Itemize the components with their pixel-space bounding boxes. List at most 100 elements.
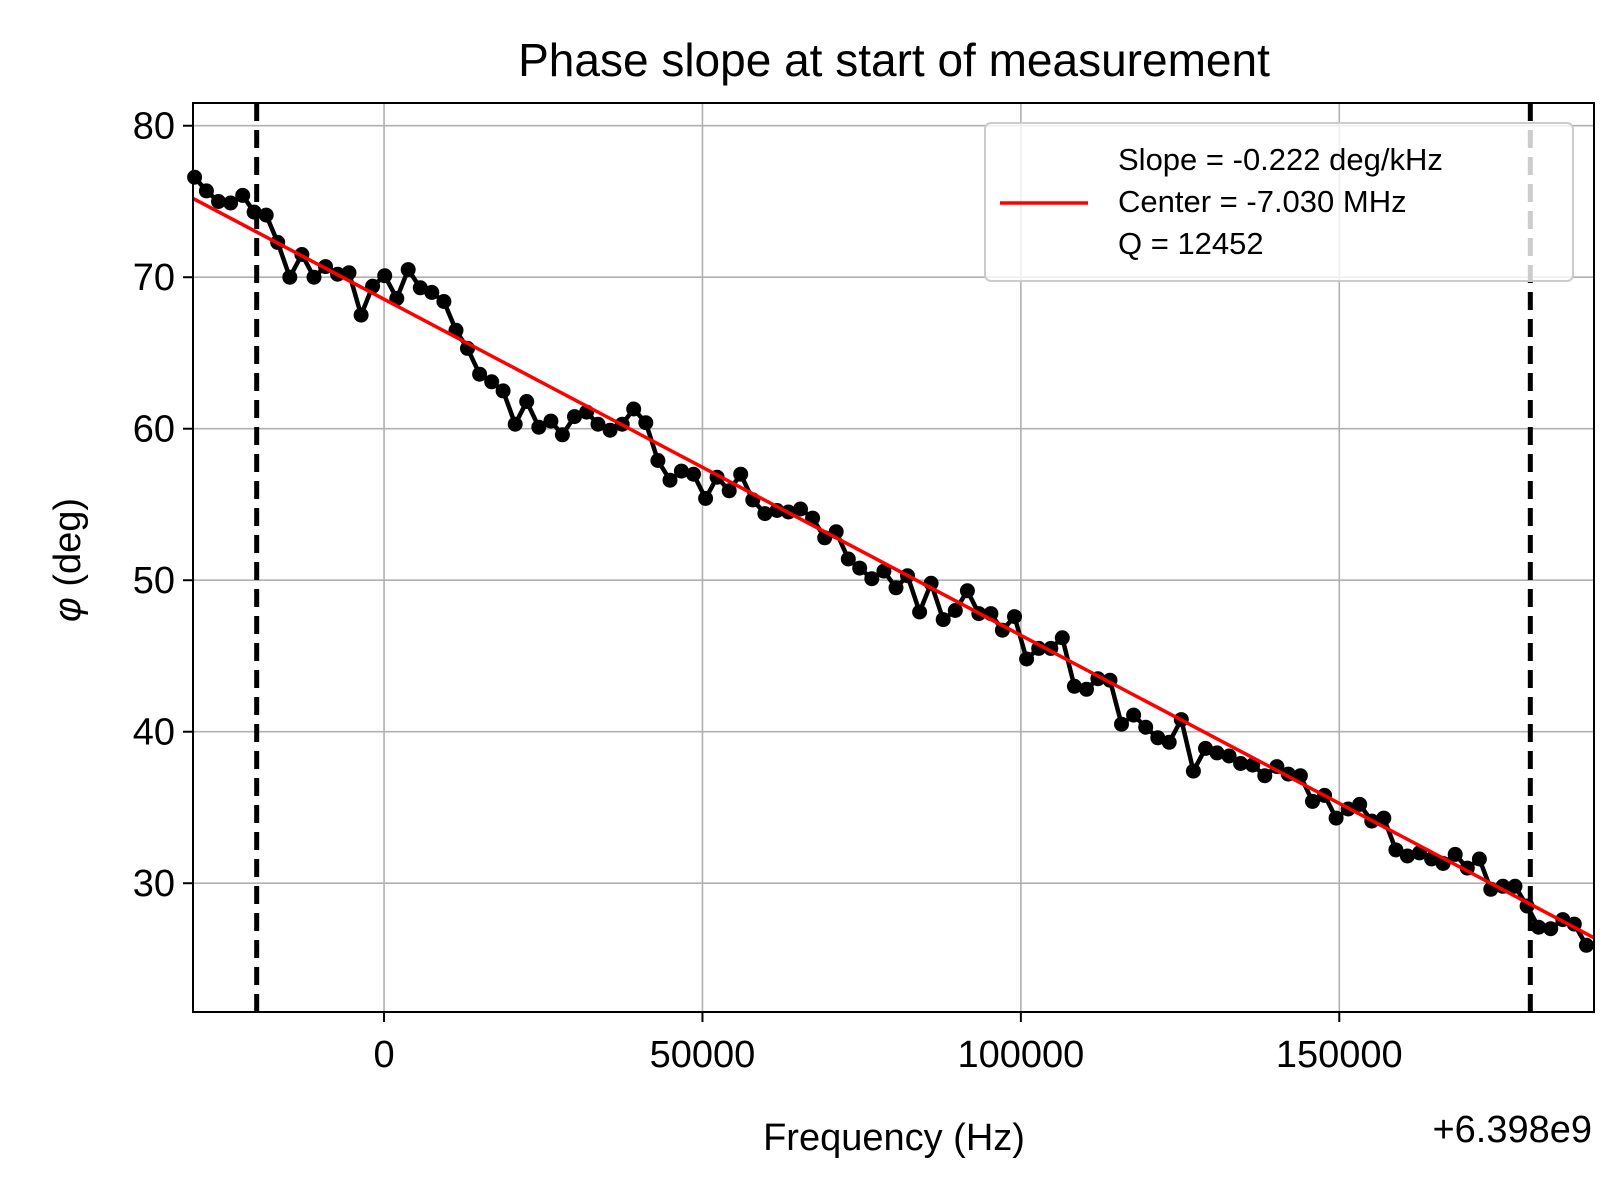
- data-point: [650, 453, 666, 468]
- data-point: [1138, 719, 1154, 735]
- data-point: [638, 415, 654, 431]
- data-point: [472, 366, 488, 382]
- data-point: [935, 612, 951, 628]
- data-point: [840, 551, 856, 567]
- data-point: [412, 280, 428, 296]
- y-tick-label: 70: [133, 257, 175, 299]
- data-point: [400, 262, 416, 278]
- data-point: [424, 284, 440, 300]
- plot-frame: [192, 102, 1595, 1013]
- data-point: [353, 307, 369, 323]
- data-point: [1054, 630, 1070, 646]
- data-point: [876, 563, 892, 579]
- data-point: [246, 204, 262, 220]
- data-point: [1447, 846, 1463, 862]
- data-point: [235, 187, 251, 203]
- data-point: [1150, 730, 1166, 746]
- y-tick-label: 30: [133, 863, 175, 905]
- y-tick-label: 50: [133, 560, 175, 602]
- legend-box: [984, 122, 1574, 282]
- data-point: [959, 583, 975, 599]
- data-point: [519, 394, 535, 409]
- data-point: [306, 269, 322, 285]
- data-point: [436, 294, 452, 309]
- data-point: [1399, 848, 1415, 864]
- y-axis-ticks: 30 40 50 60 70 80: [133, 106, 193, 905]
- data-point: [1114, 716, 1129, 732]
- data-point: [211, 194, 226, 209]
- data-point: [1578, 937, 1594, 953]
- data-point: [912, 604, 928, 620]
- data-point: [698, 490, 714, 506]
- data-point: [626, 401, 642, 417]
- data-point: [567, 409, 582, 425]
- data-point: [554, 427, 570, 443]
- x-tick-label: 50000: [650, 1034, 756, 1076]
- x-axis-label: Frequency (Hz): [763, 1117, 1025, 1159]
- x-tick-label: 150000: [1276, 1034, 1403, 1076]
- data-point: [1019, 651, 1035, 667]
- y-axis-symbol: φ: [47, 597, 89, 622]
- data-point: [662, 472, 678, 488]
- fit-line: [192, 196, 1595, 940]
- legend-slope-text: Slope = -0.222 deg/kHz: [1118, 142, 1443, 177]
- y-axis-label: φ (deg): [47, 498, 89, 622]
- data-point: [1328, 810, 1344, 826]
- data-point: [341, 265, 357, 281]
- legend: Slope = -0.222 deg/kHz Center = -7.030 M…: [984, 122, 1574, 282]
- data-point: [1209, 745, 1225, 761]
- data-point: [1185, 763, 1201, 779]
- data-point: [282, 269, 298, 285]
- data-point: [793, 501, 808, 517]
- x-offset-label: +6.398e9: [1432, 1109, 1592, 1151]
- data-point: [507, 416, 523, 432]
- data-point: [1126, 707, 1142, 723]
- data-point: [1233, 756, 1249, 771]
- data-point: [1507, 878, 1523, 894]
- data-point: [258, 207, 274, 223]
- data-point: [590, 416, 606, 432]
- data-point: [1066, 678, 1082, 694]
- x-tick-label: 0: [373, 1034, 394, 1076]
- data-point: [377, 268, 393, 284]
- data-point: [602, 422, 618, 438]
- data-point: [1531, 919, 1547, 935]
- fit-series: [192, 196, 1595, 940]
- data-point: [223, 195, 239, 211]
- data-point: [1079, 681, 1094, 697]
- data-point: [757, 506, 773, 522]
- data-point: [1376, 810, 1392, 826]
- data-point: [721, 483, 737, 499]
- y-tick-label: 80: [133, 106, 175, 148]
- data-point: [1543, 921, 1559, 937]
- data-point: [852, 560, 868, 576]
- data-point: [1305, 793, 1320, 809]
- y-axis-unit: (deg): [47, 498, 89, 587]
- data-point: [1352, 796, 1368, 812]
- data-point: [864, 571, 880, 587]
- data-point: [531, 419, 547, 435]
- data-point: [686, 466, 701, 482]
- x-axis-ticks: 0 50000 100000 150000: [373, 1012, 1403, 1076]
- data-point: [733, 466, 749, 482]
- data-point: [187, 169, 203, 185]
- y-tick-label: 60: [133, 409, 175, 451]
- data-point: [484, 374, 500, 390]
- data-point: [1161, 734, 1177, 750]
- data-point: [495, 383, 511, 399]
- data-point: [673, 463, 689, 479]
- data-point: [543, 413, 559, 429]
- chart-title: Phase slope at start of measurement: [518, 34, 1270, 86]
- legend-q-text: Q = 12452: [1118, 226, 1264, 261]
- data-point: [1388, 842, 1404, 858]
- data-point: [1257, 768, 1273, 784]
- x-tick-label: 100000: [957, 1034, 1084, 1076]
- y-tick-label: 40: [133, 712, 175, 754]
- data-point: [1198, 740, 1213, 756]
- data-point: [888, 580, 904, 596]
- data-point: [1221, 748, 1237, 764]
- legend-center-text: Center = -7.030 MHz: [1118, 184, 1407, 219]
- data-point: [1007, 609, 1022, 625]
- measured-series: [187, 169, 1594, 953]
